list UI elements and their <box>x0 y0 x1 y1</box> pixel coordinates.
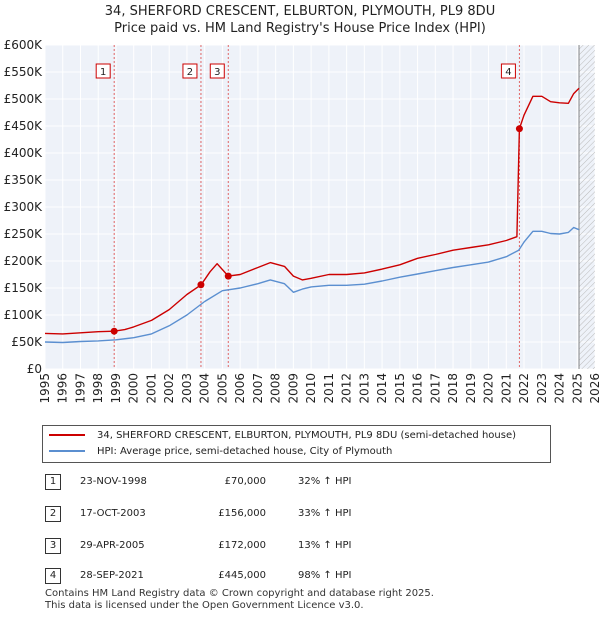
y-tick-label: £350K <box>4 173 44 187</box>
y-tick-label: £200K <box>4 254 44 268</box>
legend-property-label: 34, SHERFORD CRESCENT, ELBURTON, PLYMOUT… <box>97 430 517 441</box>
transaction-price: £70,000 <box>224 476 266 487</box>
x-tick-label: 2025 <box>570 373 584 404</box>
y-tick-label: £50K <box>11 335 43 349</box>
x-tick-label: 2003 <box>180 373 194 404</box>
transaction-hpi-change: 98% ↑ HPI <box>298 570 352 581</box>
transaction-number-badge: 4 <box>45 568 61 584</box>
sale-point <box>110 327 118 335</box>
x-tick-label: 1999 <box>109 373 123 404</box>
x-tick-label: 2000 <box>127 373 141 404</box>
hpi-line <box>44 226 580 344</box>
y-tick-label: £450K <box>4 119 44 133</box>
transaction-date: 17-OCT-2003 <box>80 508 146 519</box>
x-tick-label: 1996 <box>56 373 70 404</box>
x-tick-label: 2016 <box>411 373 425 404</box>
legend-property: 34, SHERFORD CRESCENT, ELBURTON, PLYMOUT… <box>49 428 516 444</box>
x-tick-label: 2008 <box>269 373 283 404</box>
x-tick-label: 1997 <box>73 373 87 404</box>
y-tick-label: £600K <box>4 38 44 52</box>
y-tick-label: £550K <box>4 65 44 79</box>
legend-hpi-label: HPI: Average price, semi-detached house,… <box>97 446 393 457</box>
y-tick-label: £150K <box>4 281 44 295</box>
sale-marker-label: 4 <box>505 67 511 78</box>
y-tick-label: £500K <box>4 92 44 106</box>
footer: Contains HM Land Registry data © Crown c… <box>45 588 434 612</box>
x-tick-label: 2014 <box>375 373 389 404</box>
x-tick-label: 2007 <box>251 373 265 404</box>
x-tick-label: 2024 <box>553 373 567 404</box>
transaction-price: £156,000 <box>218 508 266 519</box>
transaction-price: £445,000 <box>218 570 266 581</box>
transaction-price: £172,000 <box>218 540 266 551</box>
sale-marker-box <box>500 63 516 79</box>
x-tick-label: 2023 <box>535 373 549 404</box>
sale-marker-label: 3 <box>214 67 220 78</box>
sale-point <box>515 125 523 133</box>
transaction-hpi-change: 13% ↑ HPI <box>298 540 352 551</box>
transaction-hpi-change: 32% ↑ HPI <box>298 476 352 487</box>
legend: 34, SHERFORD CRESCENT, ELBURTON, PLYMOUT… <box>42 425 551 463</box>
x-tick-label: 2002 <box>162 373 176 404</box>
x-tick-label: 2015 <box>393 373 407 404</box>
x-tick-label: 2013 <box>357 373 371 404</box>
x-tick-label: 2026 <box>588 373 600 404</box>
legend-hpi: HPI: Average price, semi-detached house,… <box>49 444 392 460</box>
legend-property-swatch <box>49 434 85 436</box>
x-tick-label: 2019 <box>464 373 478 404</box>
transaction-row: 4 28-SEP-2021 £445,000 98% ↑ HPI <box>0 566 600 586</box>
forecast-hatch-region <box>579 45 595 369</box>
transaction-number-badge: 3 <box>45 538 61 554</box>
y-tick-label: £0 <box>27 362 42 376</box>
transaction-date: 28-SEP-2021 <box>80 570 144 581</box>
transaction-row: 2 17-OCT-2003 £156,000 33% ↑ HPI <box>0 504 600 524</box>
x-tick-label: 2005 <box>215 373 229 404</box>
x-tick-label: 2017 <box>428 373 442 404</box>
transaction-date: 29-APR-2005 <box>80 540 145 551</box>
y-tick-label: £300K <box>4 200 44 214</box>
footer-copyright: Contains HM Land Registry data © Crown c… <box>45 588 434 599</box>
x-tick-label: 2004 <box>198 373 212 404</box>
chart-title-line2: Price paid vs. HM Land Registry's House … <box>114 21 486 36</box>
x-tick-label: 2021 <box>499 373 513 404</box>
x-tick-label: 2012 <box>340 373 354 404</box>
sale-point <box>224 272 232 280</box>
transaction-date: 23-NOV-1998 <box>80 476 147 487</box>
transaction-number-badge: 2 <box>45 506 61 522</box>
x-tick-label: 1995 <box>38 373 52 404</box>
sale-marker-box <box>95 63 111 79</box>
legend-hpi-swatch <box>49 450 85 452</box>
sale-marker-label: 1 <box>100 67 106 78</box>
price-chart: 1 2 3 4 £0 £50K £100K £150K £200K £250K £300K £350… <box>4 38 600 404</box>
x-tick-label: 1998 <box>91 373 105 404</box>
footer-licence: This data is licensed under the Open Gov… <box>45 600 364 611</box>
sale-marker-box <box>209 63 225 79</box>
y-tick-label: £250K <box>4 227 44 241</box>
sale-marker-box <box>182 63 198 79</box>
sale-marker-label: 2 <box>187 67 193 78</box>
y-tick-label: £400K <box>4 146 44 160</box>
property-price-line <box>44 87 580 335</box>
x-tick-label: 2001 <box>144 373 158 404</box>
transaction-number-badge: 1 <box>45 474 61 490</box>
transaction-row: 1 23-NOV-1998 £70,000 32% ↑ HPI <box>0 472 600 492</box>
y-tick-label: £100K <box>4 308 44 322</box>
transaction-row: 3 29-APR-2005 £172,000 13% ↑ HPI <box>0 536 600 556</box>
x-tick-label: 2010 <box>304 373 318 404</box>
sale-point <box>197 281 205 289</box>
x-tick-label: 2022 <box>517 373 531 404</box>
x-tick-label: 2009 <box>286 373 300 404</box>
transaction-hpi-change: 33% ↑ HPI <box>298 508 352 519</box>
x-tick-label: 2006 <box>233 373 247 404</box>
x-tick-label: 2018 <box>446 373 460 404</box>
x-tick-label: 2011 <box>322 373 336 404</box>
x-tick-label: 2020 <box>482 373 496 404</box>
chart-title-line1: 34, SHERFORD CRESCENT, ELBURTON, PLYMOUT… <box>104 4 496 19</box>
